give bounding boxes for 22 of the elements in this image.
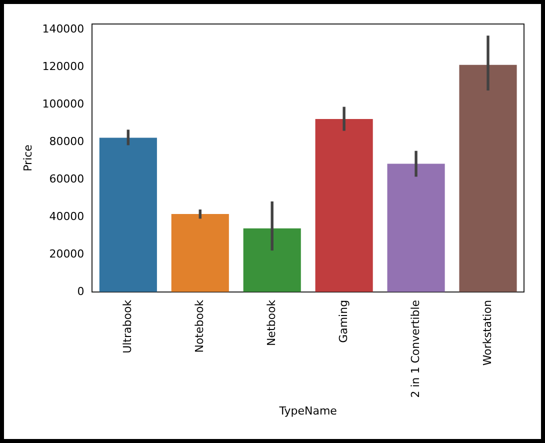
bar (99, 138, 157, 292)
y-tick-label: 20000 (49, 247, 84, 260)
y-tick-label: 0 (77, 284, 84, 298)
y-tick-label: 40000 (49, 210, 84, 223)
y-tick-label: 80000 (49, 134, 84, 148)
x-tick-label: Ultrabook (121, 299, 134, 354)
bar (171, 214, 229, 292)
x-tick-label: Netbook (264, 299, 278, 346)
x-tick-label: Workstation (480, 300, 494, 366)
y-tick-label: 120000 (42, 60, 84, 73)
x-tick-label: 2 in 1 Convertible (408, 300, 422, 398)
bar (243, 228, 301, 292)
bar (459, 64, 517, 292)
bar (387, 164, 445, 292)
y-axis-title: Price (21, 144, 34, 172)
y-tick-label: 60000 (49, 172, 84, 186)
y-tick-label: 100000 (42, 97, 84, 110)
bar (315, 118, 373, 292)
x-tick-label: Gaming (336, 300, 350, 343)
x-axis-title: TypeName (278, 404, 338, 418)
y-tick-label: 140000 (42, 22, 84, 36)
x-tick-label: Notebook (193, 299, 206, 353)
